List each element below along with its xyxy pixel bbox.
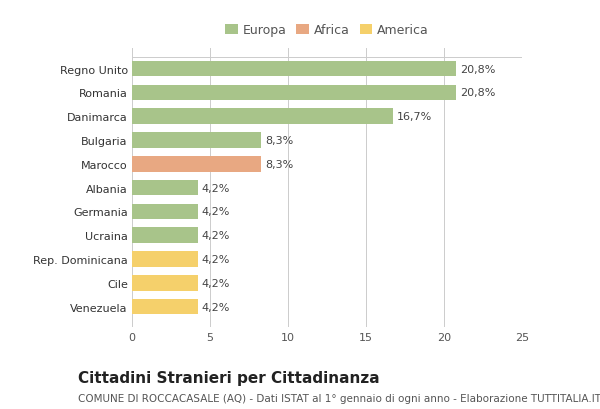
Bar [132, 157, 262, 172]
Bar [132, 252, 197, 267]
Text: 4,2%: 4,2% [202, 278, 230, 288]
Text: 4,2%: 4,2% [202, 183, 230, 193]
Text: 8,3%: 8,3% [265, 136, 293, 146]
Text: 4,2%: 4,2% [202, 254, 230, 264]
Text: 4,2%: 4,2% [202, 302, 230, 312]
Bar [132, 180, 197, 196]
Text: 4,2%: 4,2% [202, 207, 230, 217]
Bar [132, 275, 197, 291]
Bar [132, 109, 392, 125]
Text: 20,8%: 20,8% [460, 88, 496, 98]
Text: COMUNE DI ROCCACASALE (AQ) - Dati ISTAT al 1° gennaio di ogni anno - Elaborazion: COMUNE DI ROCCACASALE (AQ) - Dati ISTAT … [78, 393, 600, 403]
Bar [132, 299, 197, 315]
Bar [132, 228, 197, 243]
Bar [132, 204, 197, 220]
Legend: Europa, Africa, America: Europa, Africa, America [223, 22, 431, 40]
Text: Cittadini Stranieri per Cittadinanza: Cittadini Stranieri per Cittadinanza [78, 370, 380, 385]
Text: 20,8%: 20,8% [460, 65, 496, 74]
Text: 4,2%: 4,2% [202, 231, 230, 240]
Bar [132, 133, 262, 148]
Text: 8,3%: 8,3% [265, 160, 293, 169]
Bar [132, 85, 457, 101]
Text: 16,7%: 16,7% [397, 112, 431, 122]
Bar [132, 62, 457, 77]
